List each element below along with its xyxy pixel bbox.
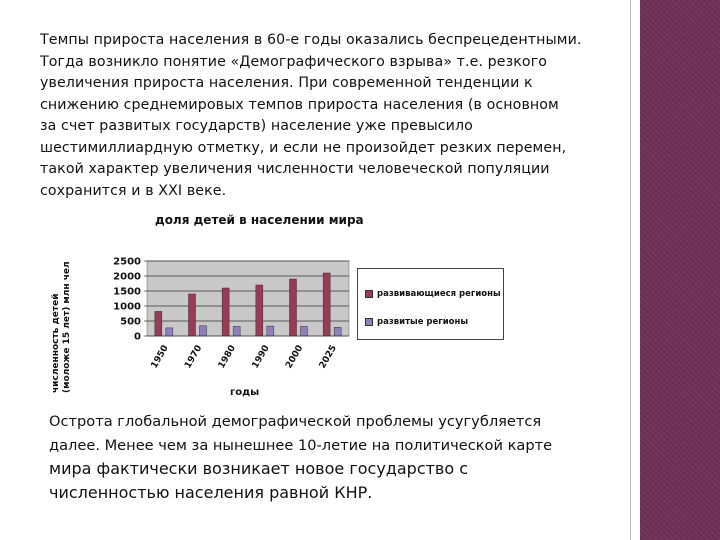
legend-item-developed: развитые регионы: [365, 317, 468, 327]
intro-line: увеличения прироста населения. При совре…: [40, 75, 533, 91]
side-divider: [630, 0, 631, 540]
bar-developing: [154, 311, 163, 337]
bar-developing: [255, 284, 264, 337]
x-tick-label: 1980: [217, 344, 238, 371]
intro-paragraph: Темпы прироста населения в 60-е годы ока…: [40, 30, 640, 202]
y-tick-label: 1000: [113, 302, 141, 313]
bar-developing: [322, 272, 331, 337]
y-tick-label: 1500: [113, 287, 141, 298]
y-tick-label: 500: [120, 317, 141, 328]
intro-line: шестимиллиардную отметку, и если не прои…: [40, 139, 567, 156]
chart-title: доля детей в населении мира: [155, 213, 364, 227]
intro-line: Темпы прироста населения в 60-е годы ока…: [40, 32, 582, 48]
conclusion-line: численностью населения равной КНР.: [49, 482, 373, 502]
conclusion-paragraph: Острота глобальной демографической пробл…: [49, 410, 629, 504]
chart-legend: развивающиеся регионы развитые регионы: [357, 268, 504, 340]
intro-line: снижению среднемировых темпов прироста н…: [40, 96, 559, 113]
intro-line: такой характер увеличения численности че…: [40, 161, 550, 177]
bar-developed: [333, 327, 342, 337]
bar-developing: [221, 287, 230, 337]
decorative-side-band: [640, 0, 720, 540]
plot-area: [146, 260, 350, 337]
intro-line: Тогда возникло понятие «Демографического…: [40, 53, 548, 70]
conclusion-line: Острота глобальной демографической пробл…: [49, 413, 542, 430]
y-tick-label: 2000: [113, 272, 141, 283]
conclusion-line: далее. Менее чем за нынешнее 10-летие на…: [49, 436, 553, 454]
x-tick-label: 2000: [284, 344, 305, 371]
bar-developed: [300, 326, 308, 337]
children-population-chart: доля детей в населении мира численность …: [45, 205, 380, 405]
y-tick-label: 2500: [113, 257, 141, 268]
intro-line: за счет развитых государств) население у…: [40, 118, 473, 134]
bar-developing: [188, 293, 196, 337]
chart-plot: 0 500 1000 1500 2000 2500 1950 1970 1980 1990 2000…: [113, 257, 350, 371]
intro-line: сохранится и в XXI веке.: [40, 182, 227, 199]
x-tick-label: 1970: [183, 344, 204, 371]
conclusion-line: мира фактически возникает новое государс…: [49, 459, 469, 478]
legend-label-developed: развитые регионы: [377, 317, 469, 327]
legend-swatch-developed: [365, 317, 373, 326]
x-tick-label: 2025: [318, 344, 339, 371]
x-tick-label: 1950: [150, 344, 171, 371]
y-tick-label: 0: [134, 332, 141, 343]
bar-developed: [199, 325, 207, 337]
bar-developed: [266, 325, 275, 337]
x-tick-label: 1990: [251, 344, 272, 371]
bar-developed: [165, 327, 174, 337]
bar-developed: [232, 326, 241, 337]
x-axis-label: годы: [230, 387, 260, 398]
legend-label-developing: развивающиеся регионы: [377, 289, 501, 299]
bar-developing: [289, 278, 297, 337]
legend-swatch-developing: [365, 289, 373, 298]
legend-item-developing: развивающиеся регионы: [365, 289, 501, 299]
